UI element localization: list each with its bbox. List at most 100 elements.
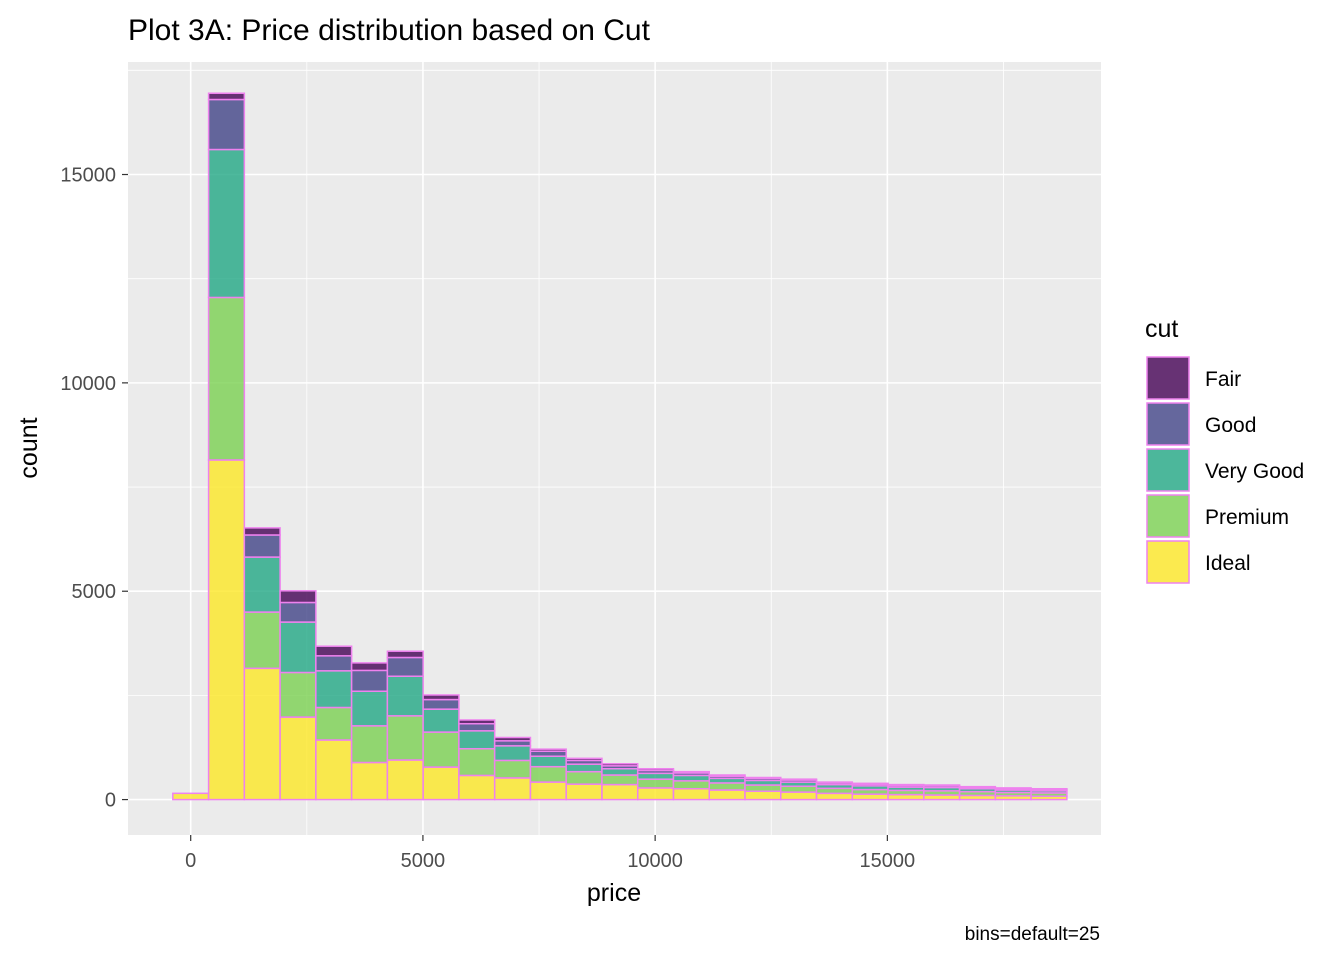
bar-segment-premium (565, 770, 603, 785)
bar-segment-premium (815, 787, 854, 795)
y-tick-label: 15000 (60, 165, 116, 187)
bar-segment-ideal (386, 759, 424, 801)
bar-segment-very-good (672, 774, 710, 782)
y-axis: 0 5000 10000 15000 (60, 165, 128, 812)
legend-label-very-good: Very Good (1205, 460, 1304, 483)
legend-swatch-fair (1146, 356, 1190, 400)
bar-segment-premium (279, 671, 317, 718)
legend-label-fair: Fair (1205, 368, 1241, 391)
bar-segment-fair (923, 784, 961, 787)
bar-segment-ideal (279, 716, 317, 801)
bar-segment-fair (386, 650, 424, 659)
bar-segment-premium (529, 765, 567, 783)
bar-segment-ideal (780, 791, 818, 801)
bar-segment-ideal (172, 792, 210, 801)
bar-segment-fair (744, 776, 782, 780)
bar-segment-good (386, 656, 424, 677)
bar-segment-premium (207, 296, 246, 461)
bar-segment-premium (350, 725, 389, 764)
bar-segment-fair (601, 762, 639, 767)
bar-segment-very-good (601, 767, 639, 776)
bar-segment-premium (422, 731, 460, 768)
bar-segment-good (243, 534, 281, 558)
bar-segment-very-good (350, 690, 389, 727)
bar-segment-ideal (207, 459, 246, 801)
bar-segment-very-good (386, 675, 424, 717)
bar-segment-very-good (529, 755, 567, 768)
bar-segment-good (458, 722, 496, 732)
bar-segment-premium (243, 611, 281, 670)
bar-segment-ideal (601, 783, 639, 801)
x-tick-label: 0 (185, 850, 196, 872)
bar-segment-good (279, 601, 317, 623)
bar-segment-ideal (315, 739, 353, 801)
legend-swatch-good (1146, 402, 1190, 446)
bar-segment-ideal (529, 781, 567, 801)
bar-segment-fair (815, 781, 854, 784)
bar-segment-good (207, 98, 246, 151)
bar-segment-fair (350, 662, 389, 672)
y-tick-label: 10000 (60, 373, 116, 395)
legend-label-good: Good (1205, 414, 1256, 437)
legend-swatch-ideal (1146, 540, 1190, 584)
bar-segment-good (422, 698, 460, 710)
bar-segment-fair (1030, 787, 1068, 791)
bar-segment-good (529, 750, 567, 757)
bar-segment-ideal (672, 787, 710, 801)
bar-segment-fair (887, 783, 925, 787)
bar-segment-premium (458, 747, 496, 777)
bar-segment-fair (279, 590, 317, 604)
bar-segment-ideal (887, 793, 925, 801)
bar-segment-premium (601, 774, 639, 786)
bar-segment-premium (780, 785, 818, 793)
chart-title: Plot 3A: Price distribution based on Cut (128, 14, 651, 47)
bar-segment-premium (386, 715, 424, 761)
bar-segment-very-good (636, 772, 675, 780)
bar-segment-premium (708, 782, 746, 791)
bar-segment-very-good (243, 556, 281, 613)
bar-segment-ideal (243, 667, 281, 801)
bar-segment-very-good (315, 670, 353, 709)
bar-segment-very-good (279, 621, 317, 674)
bar-segment-ideal (458, 774, 496, 801)
bar-segment-premium (744, 784, 782, 792)
bar-segment-fair (672, 770, 710, 774)
bar-segment-premium (636, 778, 675, 789)
bar-segment-fair (422, 694, 460, 701)
x-axis-title: price (587, 879, 641, 907)
bar-segment-fair (243, 527, 281, 536)
bar-segment-fair (851, 782, 889, 785)
x-tick-label: 15000 (860, 850, 916, 872)
y-tick-label: 5000 (72, 581, 117, 603)
bar-segment-ideal (815, 792, 854, 801)
bar-segment-fair (958, 785, 997, 789)
bar-segment-fair (780, 778, 818, 781)
bar-segment-good (350, 669, 389, 692)
bar-segment-fair (708, 774, 746, 777)
bar-segment-premium (315, 706, 353, 741)
bar-segment-ideal (636, 787, 675, 801)
bar-segment-ideal (493, 777, 532, 801)
x-tick-label: 5000 (401, 850, 446, 872)
legend-title: cut (1145, 315, 1178, 343)
bar-segment-ideal (708, 789, 746, 801)
bar-segment-good (315, 655, 353, 672)
bar-segment-fair (529, 748, 567, 752)
bar-segment-premium (672, 780, 710, 790)
bar-segment-very-good (458, 730, 496, 750)
bar-segment-very-good (493, 745, 532, 762)
bar-segment-fair (207, 92, 246, 101)
x-axis: 0 5000 10000 15000 (185, 835, 915, 872)
bar-segment-fair (994, 787, 1032, 790)
bar-segment-premium (493, 759, 532, 779)
bar-segment-ideal (851, 793, 889, 801)
legend: cut Fair Good Very Good Premium Ideal (1145, 315, 1304, 584)
bar-segment-good (493, 740, 532, 747)
x-tick-label: 10000 (627, 850, 683, 872)
bar-segment-fair (636, 767, 675, 772)
bar-segment-ideal (350, 761, 389, 801)
bar-segment-fair (493, 736, 532, 742)
y-tick-label: 0 (105, 790, 116, 812)
caption: bins=default=25 (965, 924, 1100, 945)
